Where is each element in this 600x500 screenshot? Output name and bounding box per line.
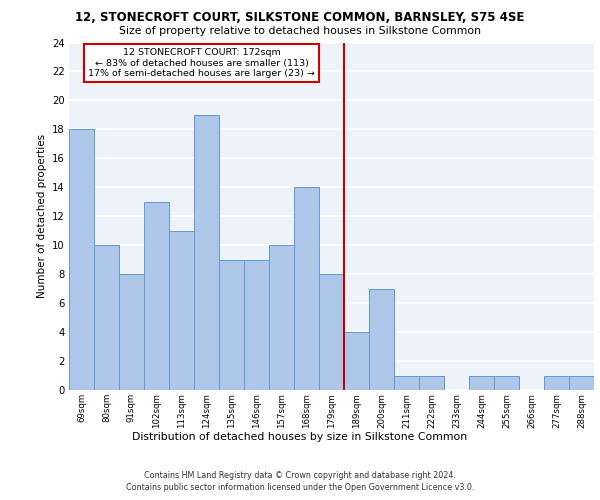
Bar — [219, 260, 244, 390]
Bar — [369, 288, 394, 390]
Y-axis label: Number of detached properties: Number of detached properties — [37, 134, 47, 298]
Bar — [69, 130, 94, 390]
Bar — [194, 115, 219, 390]
Text: Contains HM Land Registry data © Crown copyright and database right 2024.
Contai: Contains HM Land Registry data © Crown c… — [126, 471, 474, 492]
Bar — [244, 260, 269, 390]
Bar — [294, 188, 319, 390]
Text: Size of property relative to detached houses in Silkstone Common: Size of property relative to detached ho… — [119, 26, 481, 36]
Bar — [344, 332, 369, 390]
Bar — [544, 376, 569, 390]
Text: 12 STONECROFT COURT: 172sqm
← 83% of detached houses are smaller (113)
17% of se: 12 STONECROFT COURT: 172sqm ← 83% of det… — [88, 48, 315, 78]
Bar — [469, 376, 494, 390]
Text: 12, STONECROFT COURT, SILKSTONE COMMON, BARNSLEY, S75 4SE: 12, STONECROFT COURT, SILKSTONE COMMON, … — [76, 11, 524, 24]
Text: Distribution of detached houses by size in Silkstone Common: Distribution of detached houses by size … — [133, 432, 467, 442]
Bar — [269, 245, 294, 390]
Bar — [144, 202, 169, 390]
Bar — [319, 274, 344, 390]
Bar — [94, 245, 119, 390]
Bar — [169, 230, 194, 390]
Bar — [569, 376, 594, 390]
Bar — [119, 274, 144, 390]
Bar — [394, 376, 419, 390]
Bar — [494, 376, 519, 390]
Bar — [419, 376, 444, 390]
